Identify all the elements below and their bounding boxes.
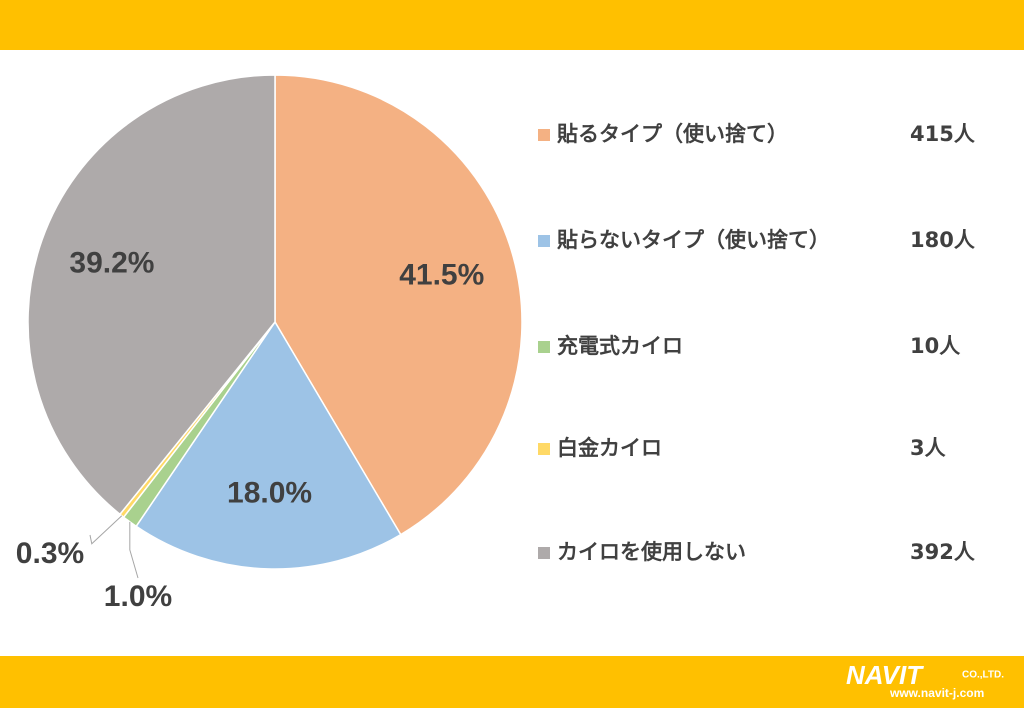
data-label: 1.0% — [104, 580, 172, 613]
legend-label: 貼るタイプ（使い捨て） — [557, 122, 788, 146]
legend-swatch — [538, 129, 550, 141]
data-label: 0.3% — [16, 537, 84, 570]
pie-slice — [27, 74, 276, 516]
legend-count: 415人 — [910, 122, 975, 146]
leader-line — [129, 521, 139, 579]
legend-label: 充電式カイロ — [557, 334, 683, 358]
legend-count: 392人 — [910, 540, 975, 564]
pie-slice — [135, 320, 402, 570]
legend-swatch — [538, 443, 550, 455]
legend-swatch — [538, 547, 550, 559]
legend-label: 白金カイロ — [557, 436, 662, 460]
legend-count: 3人 — [910, 436, 946, 460]
pie-slice — [274, 74, 523, 536]
leader-line — [89, 515, 123, 545]
legend-swatch — [538, 341, 550, 353]
logo-url: www.navit-j.com — [889, 686, 984, 700]
legend-label: 貼らないタイプ（使い捨て） — [557, 228, 830, 252]
logo-suffix: CO.,LTD. — [962, 670, 1004, 681]
legend-count: 10人 — [910, 334, 960, 358]
logo-name: NAVIT — [846, 660, 924, 690]
legend-label: カイロを使用しない — [557, 540, 746, 564]
data-label: 18.0% — [227, 477, 312, 510]
legend-swatch — [538, 235, 550, 247]
data-label: 41.5% — [399, 258, 484, 291]
data-label: 39.2% — [69, 246, 154, 279]
legend-count: 180人 — [910, 228, 975, 252]
top-band — [0, 0, 1024, 50]
bottom-band — [0, 656, 1024, 708]
